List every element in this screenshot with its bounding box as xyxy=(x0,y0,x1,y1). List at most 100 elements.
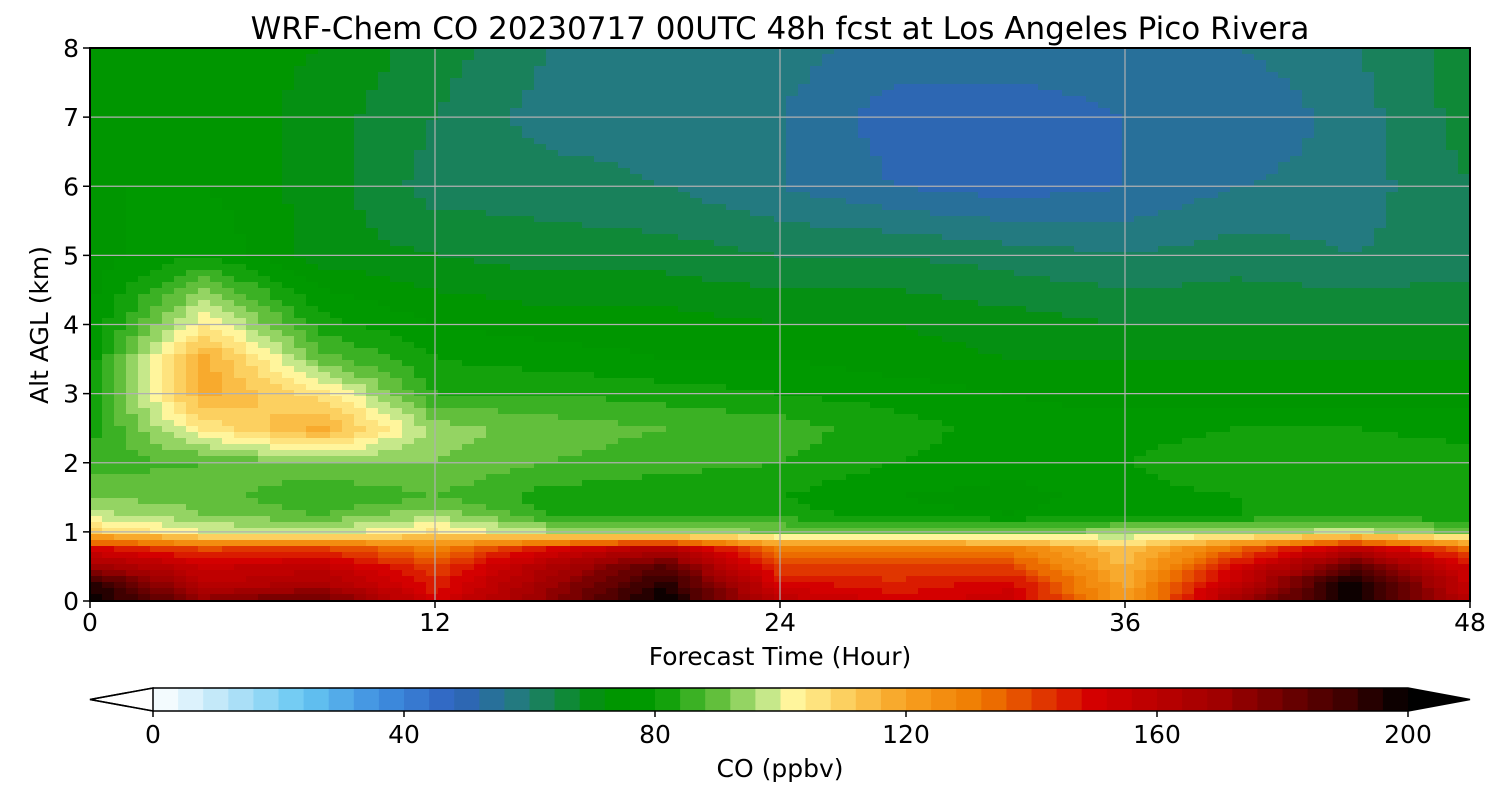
heat-cell xyxy=(1362,264,1375,271)
heat-cell xyxy=(1278,210,1291,217)
heat-cell xyxy=(342,306,355,313)
heat-cell xyxy=(834,168,847,175)
heat-cell xyxy=(810,174,823,181)
heat-cell xyxy=(1398,198,1411,205)
heat-cell xyxy=(402,198,415,205)
heat-cell xyxy=(846,180,859,187)
heat-cell xyxy=(666,84,679,91)
heat-cell xyxy=(318,120,331,127)
heat-cell xyxy=(114,90,127,97)
heat-cell xyxy=(210,144,223,151)
heat-cell xyxy=(1302,48,1315,55)
heat-cell xyxy=(786,282,799,289)
heat-cell xyxy=(1110,66,1123,73)
heat-cell xyxy=(306,102,319,109)
heat-cell xyxy=(750,198,763,205)
heat-cell xyxy=(1326,174,1339,181)
heat-cell xyxy=(546,240,559,247)
heat-cell xyxy=(174,66,187,73)
heat-cell xyxy=(1050,96,1063,103)
heat-cell xyxy=(1038,54,1051,61)
heat-cell xyxy=(1314,216,1327,223)
heat-cell xyxy=(474,300,487,307)
heat-cell xyxy=(1242,84,1255,91)
heat-cell xyxy=(834,162,847,169)
heat-cell xyxy=(978,288,991,295)
heat-cell xyxy=(570,258,583,265)
heat-cell xyxy=(1062,168,1075,175)
heat-cell xyxy=(198,210,211,217)
heat-cell xyxy=(1410,216,1423,223)
heat-cell xyxy=(426,156,439,163)
heat-cell xyxy=(114,276,127,283)
heat-cell xyxy=(1338,144,1351,151)
heat-cell xyxy=(894,144,907,151)
heat-cell xyxy=(318,150,331,157)
heat-cell xyxy=(918,78,931,85)
heat-cell xyxy=(918,96,931,103)
heat-cell xyxy=(906,210,919,217)
heat-cell xyxy=(678,258,691,265)
heat-cell xyxy=(450,72,463,79)
heat-cell xyxy=(1410,300,1423,307)
heat-cell xyxy=(150,198,163,205)
heat-cell xyxy=(798,294,811,301)
heat-cell xyxy=(1326,90,1339,97)
heat-cell xyxy=(1062,84,1075,91)
heat-cell xyxy=(138,102,151,109)
heat-cell xyxy=(1026,108,1039,115)
heat-cell xyxy=(1206,270,1219,277)
heat-cell xyxy=(798,240,811,247)
heat-cell xyxy=(810,162,823,169)
heat-cell xyxy=(702,156,715,163)
heat-cell xyxy=(606,120,619,127)
heat-cell xyxy=(546,156,559,163)
heat-cell xyxy=(162,102,175,109)
heat-cell xyxy=(1362,192,1375,199)
heat-cell xyxy=(150,192,163,199)
heat-cell xyxy=(390,210,403,217)
heat-cell xyxy=(1062,132,1075,139)
heat-cell xyxy=(690,204,703,211)
heat-cell xyxy=(510,84,523,91)
heat-cell xyxy=(174,126,187,133)
heat-cell xyxy=(1338,66,1351,73)
heat-cell xyxy=(102,138,115,145)
heat-cell xyxy=(294,66,307,73)
heat-cell xyxy=(1134,168,1147,175)
heat-cell xyxy=(618,198,631,205)
heat-cell xyxy=(1038,186,1051,193)
heat-cell xyxy=(582,174,595,181)
heat-cell xyxy=(1350,108,1363,115)
heat-cell xyxy=(1182,216,1195,223)
heat-cell xyxy=(714,144,727,151)
heat-cell xyxy=(1362,246,1375,253)
heat-cell xyxy=(942,102,955,109)
heat-cell xyxy=(138,78,151,85)
heat-cell xyxy=(942,276,955,283)
heat-cell xyxy=(738,186,751,193)
heat-cell xyxy=(678,216,691,223)
heat-cell xyxy=(990,192,1003,199)
heat-cell xyxy=(858,66,871,73)
heat-cell xyxy=(1278,258,1291,265)
heat-cell xyxy=(402,96,415,103)
heat-cell xyxy=(150,84,163,91)
heat-cell xyxy=(846,162,859,169)
heat-cell xyxy=(294,192,307,199)
heat-cell xyxy=(330,132,343,139)
heat-cell xyxy=(654,276,667,283)
heat-cell xyxy=(1194,300,1207,307)
heat-cell xyxy=(1110,294,1123,301)
heat-cell xyxy=(1290,186,1303,193)
heat-cell xyxy=(102,270,115,277)
heat-cell xyxy=(606,234,619,241)
heat-cell xyxy=(1422,132,1435,139)
heat-cell xyxy=(1098,174,1111,181)
heat-cell xyxy=(1158,126,1171,133)
heat-cell xyxy=(1302,72,1315,79)
heat-cell xyxy=(1110,174,1123,181)
heat-cell xyxy=(1386,156,1399,163)
heat-cell xyxy=(306,282,319,289)
heat-cell xyxy=(1242,174,1255,181)
